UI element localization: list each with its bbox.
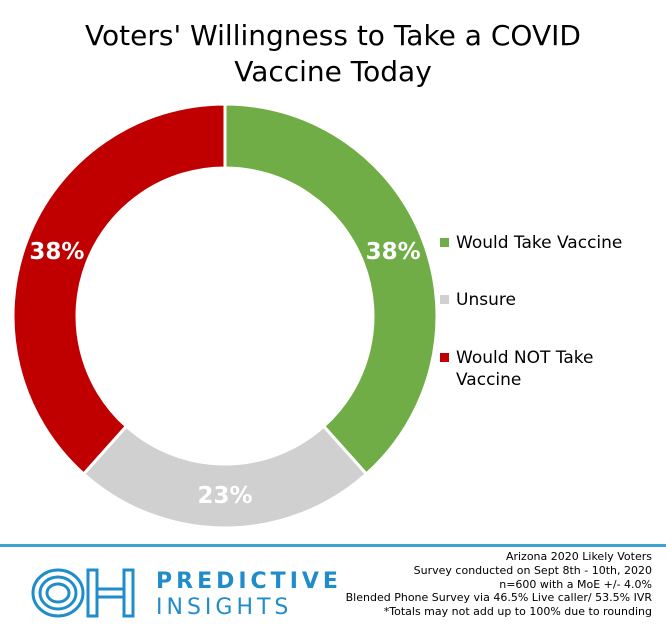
donut-slice-unsure: [81, 424, 369, 530]
survey-notes: Arizona 2020 Likely Voters Survey conduc…: [346, 550, 652, 619]
chart-title-line-2: Vaccine Today: [234, 55, 432, 88]
data-label-unsure: 23%: [197, 483, 252, 509]
note-line-5: *Totals may not add up to 100% due to ro…: [383, 605, 652, 619]
note-line-3: n=600 with a MoE +/- 4.0%: [499, 577, 652, 591]
brand-name-line-2: INSIGHTS: [156, 595, 293, 620]
legend-label-would-not-take-line-1: Would NOT Take: [456, 348, 594, 368]
footer-divider: [0, 544, 666, 547]
note-line-2: Survey conducted on Sept 8th - 10th, 202…: [413, 563, 652, 577]
data-label-would-not-take: 38%: [29, 239, 84, 265]
brand-name-line-1: PREDICTIVE: [156, 569, 342, 594]
donut-slice-would-not-take: [11, 102, 227, 477]
donut-slice-would-take: [223, 102, 439, 477]
legend-label-would-not-take: Would NOT Take Vaccine: [456, 347, 593, 391]
legend-swatch-unsure: [440, 295, 449, 304]
donut-chart: 38% 23% 38%: [11, 102, 439, 530]
legend-swatch-would-not-take: [440, 353, 449, 362]
note-line-4: Blended Phone Survey via 46.5% Live call…: [345, 591, 652, 605]
note-line-1: Arizona 2020 Likely Voters: [505, 550, 652, 563]
oh-logo-icon: [31, 568, 135, 618]
legend-swatch-would-take: [440, 238, 449, 247]
chart-title: Voters' Willingness to Take a COVID Vacc…: [0, 18, 666, 90]
legend-label-unsure: Unsure: [456, 290, 516, 310]
chart-title-line-1: Voters' Willingness to Take a COVID: [85, 19, 581, 52]
legend-label-would-not-take-line-2: Vaccine: [456, 370, 522, 390]
data-label-would-take: 38%: [366, 239, 421, 265]
legend-label-would-take: Would Take Vaccine: [456, 233, 623, 253]
